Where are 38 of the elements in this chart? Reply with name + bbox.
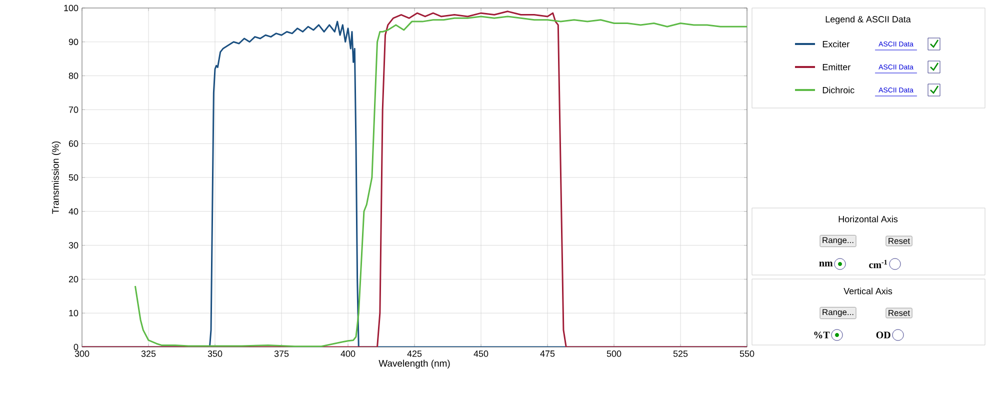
x-tick-label: 475 <box>540 350 555 357</box>
legend-title: Legend & ASCII Data <box>826 16 911 24</box>
y-tick-label: 0 <box>74 344 78 350</box>
y-tick-label: 20 <box>68 276 78 282</box>
x-tick-label: 525 <box>673 350 688 357</box>
y-tick-label: 50 <box>68 174 78 181</box>
text: Horizontal Axis <box>838 216 898 222</box>
y-tick-label: 70 <box>68 106 78 113</box>
text: Range... <box>822 309 854 317</box>
text: Vertical Axis <box>844 288 892 294</box>
text: nm <box>819 262 833 266</box>
x-tick-label: 550 <box>740 350 754 357</box>
x-tick-label: 425 <box>407 350 422 357</box>
y-axis-title: Transmission (%) <box>52 141 61 214</box>
y-tick-label: 60 <box>68 140 78 147</box>
y-tick-label: 100 <box>64 4 78 12</box>
x-tick-label: 375 <box>274 350 289 357</box>
text: Reset <box>888 238 910 244</box>
x-tick-label: 325 <box>141 350 156 357</box>
legend-label: Exciter <box>822 40 850 48</box>
x-tick-label: 300 <box>74 350 90 357</box>
y-tick-label: 80 <box>68 72 78 79</box>
x-tick-label: 400 <box>340 350 356 357</box>
x-tick-label: 450 <box>474 350 488 357</box>
y-tick-label: 40 <box>68 208 78 215</box>
y-tick-label: 10 <box>69 310 78 316</box>
x-tick-label: 500 <box>606 350 622 357</box>
legend-label: Emitter <box>822 64 850 70</box>
text: OD <box>876 332 890 338</box>
y-tick-label: 90 <box>68 38 78 46</box>
text: Range... <box>822 237 854 245</box>
y-tick-label: 30 <box>68 242 78 248</box>
legend-label: Dichroic <box>822 86 854 94</box>
x-axis-title: Wavelength (nm) <box>378 360 450 369</box>
text: Reset <box>888 310 910 316</box>
text: cm$^{-1}$ <box>869 260 887 268</box>
x-tick-label: 350 <box>208 350 222 357</box>
text: %T <box>814 332 830 338</box>
